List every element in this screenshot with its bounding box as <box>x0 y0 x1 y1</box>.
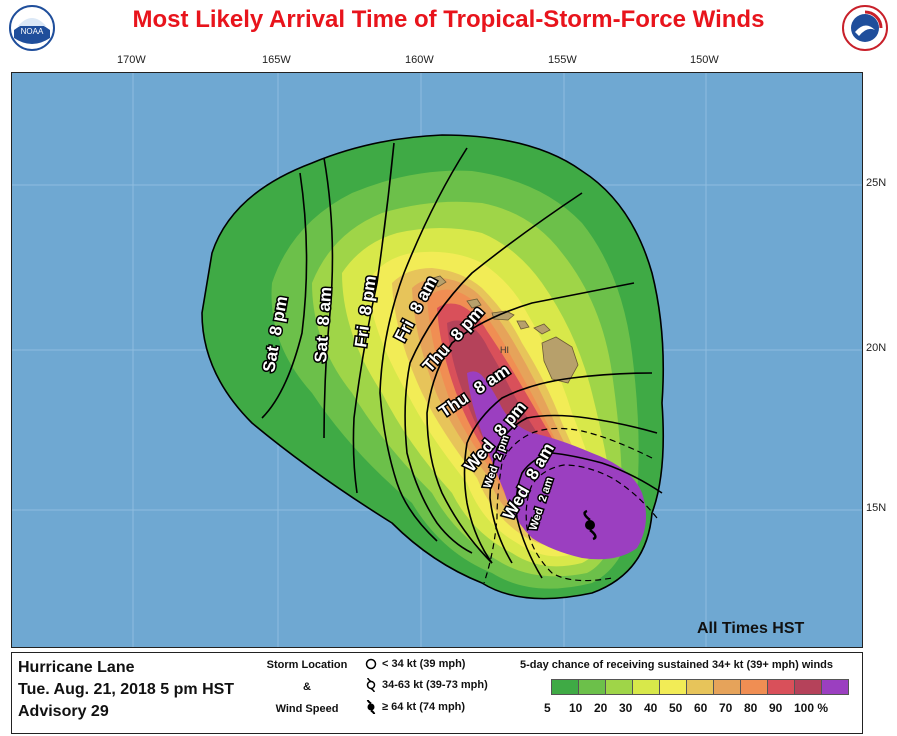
probability-map: HI Sat 8 pm Sat 8 am Fri 8 pm Fri 8 am T… <box>12 73 862 647</box>
hurricane-symbol-icon <box>583 509 597 541</box>
island-label: HI <box>500 345 509 355</box>
nws-logo-icon <box>842 5 888 51</box>
symbol-label: < 34 kt (39 mph) <box>382 658 466 670</box>
lat-label: 15N <box>866 502 887 514</box>
scale-swatch <box>767 679 795 695</box>
lon-label: 160W <box>405 54 434 66</box>
symbol-row-storm: 34-63 kt (39-73 mph) <box>364 678 488 692</box>
scale-label: 5 <box>544 701 551 715</box>
scale-swatch <box>794 679 822 695</box>
page-title: Most Likely Arrival Time of Tropical-Sto… <box>132 6 765 33</box>
symbol-row-hurricane: ≥ 64 kt (74 mph) <box>364 700 465 714</box>
lon-label: 170W <box>117 54 146 66</box>
storm-name: Hurricane Lane <box>18 659 135 676</box>
noaa-logo-icon: NOAA <box>9 5 55 51</box>
scale-label: 90 <box>769 701 783 715</box>
storm-location-label: Storm Location <box>266 659 348 671</box>
symbol-label: 34-63 kt (39-73 mph) <box>382 679 488 691</box>
contour-label-sat-am-time: 8 am <box>314 286 336 326</box>
scale-label: 70 <box>719 701 733 715</box>
arrival-contours <box>201 134 665 600</box>
wind-speed-label: Wind Speed <box>275 703 339 715</box>
scale-swatch <box>659 679 687 695</box>
probability-title: 5-day chance of receiving sustained 34+ … <box>520 659 833 671</box>
scale-swatch <box>605 679 633 695</box>
lon-label: 150W <box>690 54 719 66</box>
hurricane-icon <box>366 700 376 714</box>
scale-label: 50 <box>669 701 683 715</box>
lon-label: 165W <box>262 54 291 66</box>
tropical-storm-icon <box>366 678 376 692</box>
lon-label: 155W <box>548 54 577 66</box>
probability-scale-labels: 5 10 20 30 40 50 60 70 80 90 100 % <box>544 701 864 717</box>
storm-date: Tue. Aug. 21, 2018 5 pm HST <box>18 681 235 698</box>
scale-label: 40 <box>644 701 658 715</box>
lat-label: 25N <box>866 177 887 189</box>
storm-location-amp: & <box>303 681 311 693</box>
scale-label: 100 % <box>794 701 829 715</box>
scale-swatch <box>821 679 849 695</box>
contour-label-fri-pm-day: Fri <box>351 324 373 348</box>
contour-label-sat-am-day: Sat <box>311 335 332 363</box>
scale-swatch <box>632 679 660 695</box>
prob-zone-100 <box>467 371 646 560</box>
scale-swatch <box>740 679 768 695</box>
scale-swatch <box>686 679 714 695</box>
storm-advisory: Advisory 29 <box>18 703 109 720</box>
scale-label: 20 <box>594 701 608 715</box>
legend-panel: Hurricane Lane Tue. Aug. 21, 2018 5 pm H… <box>11 652 863 734</box>
map-area: HI Sat 8 pm Sat 8 am Fri 8 pm Fri 8 am T… <box>11 72 863 648</box>
scale-label: 10 <box>569 701 583 715</box>
dashed-contours <box>483 427 658 584</box>
all-times-label: All Times HST <box>697 620 805 637</box>
open-circle-icon <box>365 658 377 670</box>
scale-label: 80 <box>744 701 758 715</box>
svg-text:NOAA: NOAA <box>21 27 44 36</box>
scale-label: 30 <box>619 701 633 715</box>
scale-swatch <box>578 679 606 695</box>
svg-text:Sat 8 am: Sat 8 am <box>311 286 335 363</box>
scale-swatch <box>551 679 579 695</box>
scale-label: 60 <box>694 701 708 715</box>
lat-label: 20N <box>866 342 887 354</box>
hawaiian-islands <box>429 275 579 384</box>
symbol-row-ts: < 34 kt (39 mph) <box>364 657 465 671</box>
scale-swatch <box>713 679 741 695</box>
probability-color-scale <box>551 679 849 695</box>
symbol-label: ≥ 64 kt (74 mph) <box>382 701 466 713</box>
